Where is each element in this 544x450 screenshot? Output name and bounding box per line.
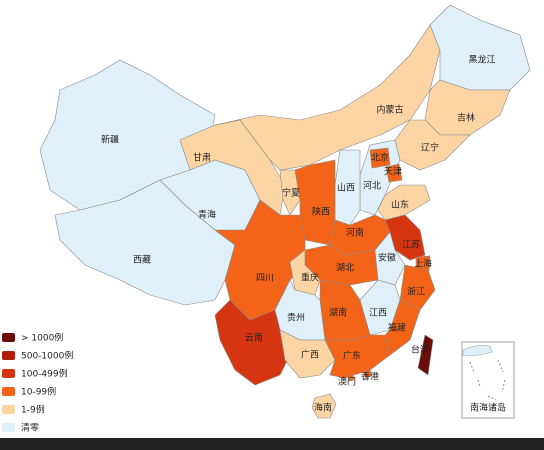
legend-swatch xyxy=(2,423,15,432)
province-label: 澳门 xyxy=(338,376,356,388)
province-label: 湖北 xyxy=(336,263,354,274)
province xyxy=(324,334,391,379)
province-label: 河南 xyxy=(346,227,364,239)
province xyxy=(417,334,434,376)
province-label: 重庆 xyxy=(301,272,319,284)
province-label: 安徽 xyxy=(378,252,396,264)
province-label: 青海 xyxy=(198,209,216,221)
province-label: 浙江 xyxy=(407,286,425,298)
province-label: 天津 xyxy=(384,167,402,178)
inset-label: 南海诸岛 xyxy=(470,402,506,414)
province xyxy=(279,169,301,216)
province xyxy=(279,329,336,379)
province-label: 吉林 xyxy=(457,112,475,124)
inset: 南海诸岛 xyxy=(461,341,515,419)
province-label: 江苏 xyxy=(402,239,420,251)
province-label: 香港 xyxy=(361,371,379,383)
province-label: 宁夏 xyxy=(282,187,300,199)
legend-label: 清零 xyxy=(21,422,39,434)
province-label: 湖南 xyxy=(329,307,347,319)
province-label: 北京 xyxy=(371,152,389,164)
legend-label: > 1000例 xyxy=(21,332,63,344)
legend-swatch xyxy=(2,405,15,414)
province xyxy=(415,255,431,272)
legend-swatch xyxy=(2,351,15,360)
province xyxy=(377,184,431,221)
province-label: 广西 xyxy=(301,349,319,361)
province-label: 台湾 xyxy=(411,344,429,356)
province-label: 江西 xyxy=(369,308,387,319)
province-label: 山西 xyxy=(337,183,355,194)
legend-swatch xyxy=(2,369,15,378)
province-label: 云南 xyxy=(245,332,263,344)
province xyxy=(429,4,531,91)
province-label: 甘肃 xyxy=(193,152,211,164)
legend-swatch xyxy=(2,333,15,342)
province-label: 福建 xyxy=(388,322,406,334)
province-label: 陕西 xyxy=(312,206,330,218)
province-label: 广东 xyxy=(343,350,361,362)
legend-swatch xyxy=(2,387,15,396)
province-label: 内蒙古 xyxy=(376,104,403,116)
province-label: 新疆 xyxy=(101,134,119,146)
province-label: 辽宁 xyxy=(421,142,439,154)
province-label: 贵州 xyxy=(287,312,305,324)
province xyxy=(369,147,391,169)
province-label: 四川 xyxy=(256,274,274,284)
province xyxy=(311,393,337,419)
province xyxy=(214,299,296,386)
province xyxy=(385,163,403,183)
bottom-bar xyxy=(0,438,544,450)
province-label: 上海 xyxy=(414,258,432,270)
regions xyxy=(39,4,531,419)
legend-label: 1-9例 xyxy=(21,404,45,416)
province-label: 河北 xyxy=(363,180,381,192)
legend-label: 10-99例 xyxy=(21,386,56,398)
inset-dashes xyxy=(469,359,506,401)
legend-label: 100-499例 xyxy=(21,368,68,380)
province xyxy=(399,264,436,311)
province-label: 西藏 xyxy=(133,254,151,266)
province-label: 黑龙江 xyxy=(468,54,495,66)
province xyxy=(347,374,355,382)
province-label: 海南 xyxy=(314,402,332,414)
province-label: 山东 xyxy=(391,199,409,211)
legend-label: 500-1000例 xyxy=(21,350,73,362)
inset-land xyxy=(462,345,493,357)
province xyxy=(363,369,373,379)
